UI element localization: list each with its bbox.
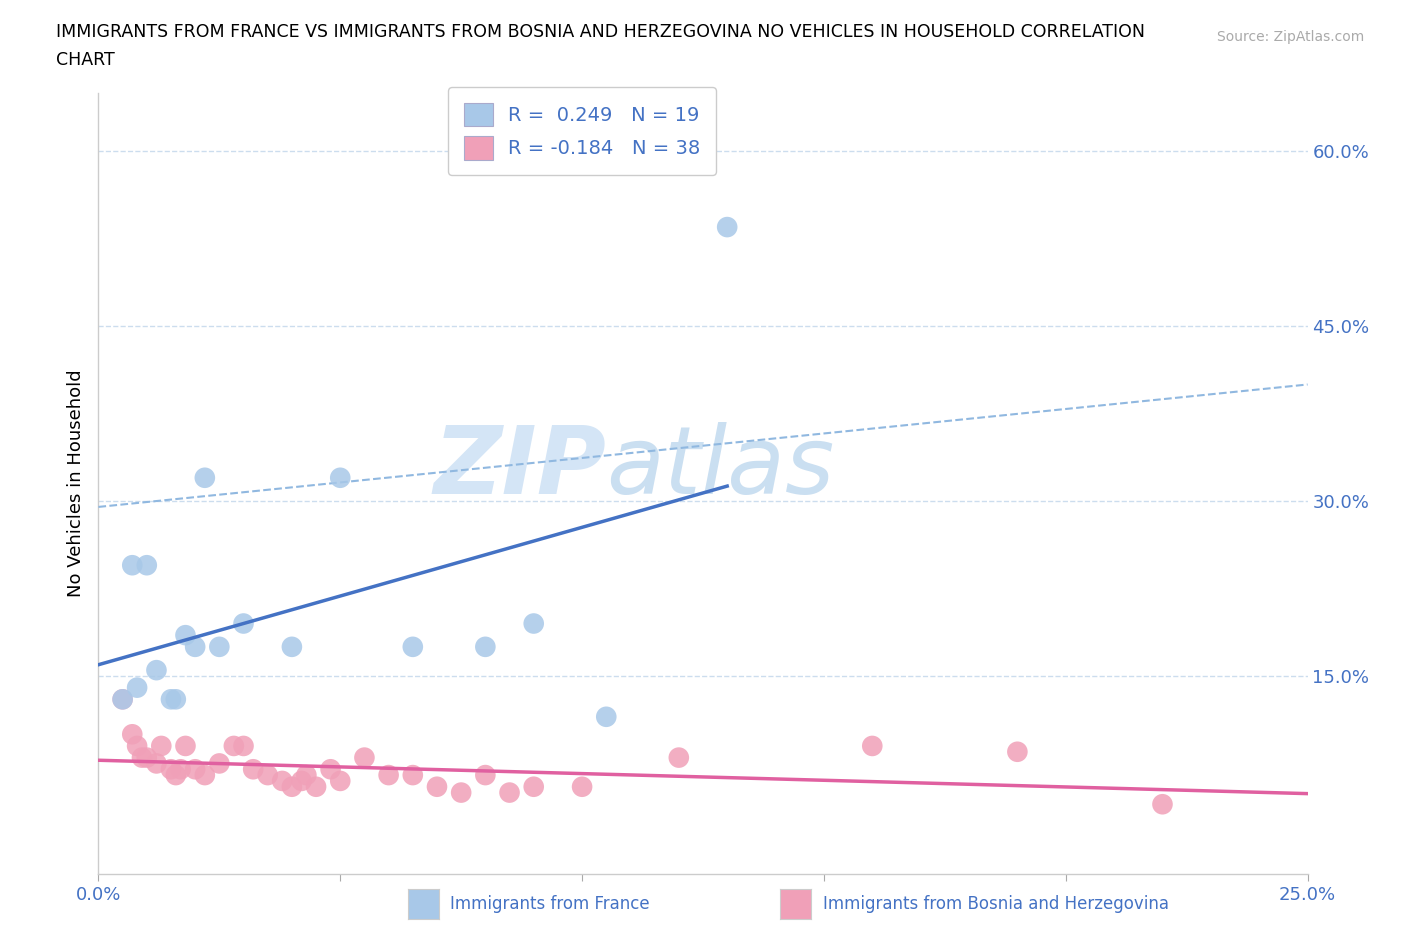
Point	[184, 762, 207, 777]
Text: ZIP: ZIP	[433, 422, 606, 514]
Point	[305, 779, 328, 794]
Point	[208, 640, 231, 655]
Point	[135, 751, 157, 765]
Point	[1007, 744, 1029, 759]
Point	[208, 756, 231, 771]
Point	[595, 710, 617, 724]
Point	[402, 767, 425, 782]
Point	[329, 774, 352, 789]
Text: CHART: CHART	[56, 51, 115, 69]
Point	[329, 471, 352, 485]
Point	[232, 616, 254, 631]
Point	[256, 767, 278, 782]
Point	[184, 640, 207, 655]
Point	[121, 727, 143, 742]
Point	[377, 767, 399, 782]
Y-axis label: No Vehicles in Household: No Vehicles in Household	[66, 370, 84, 597]
Point	[111, 692, 134, 707]
Point	[127, 680, 149, 695]
Point	[402, 640, 425, 655]
Point	[111, 692, 134, 707]
Point	[160, 692, 183, 707]
Point	[165, 692, 187, 707]
Point	[498, 785, 520, 800]
Point	[194, 767, 217, 782]
Point	[160, 762, 183, 777]
Text: Immigrants from Bosnia and Herzegovina: Immigrants from Bosnia and Herzegovina	[823, 895, 1168, 913]
Point	[194, 471, 217, 485]
Point	[353, 751, 375, 765]
Point	[174, 738, 197, 753]
Point	[668, 751, 690, 765]
Point	[232, 738, 254, 753]
Text: Immigrants from France: Immigrants from France	[450, 895, 650, 913]
Point	[242, 762, 264, 777]
Point	[121, 558, 143, 573]
Point	[450, 785, 472, 800]
Point	[222, 738, 245, 753]
Point	[290, 774, 312, 789]
Point	[426, 779, 449, 794]
Point	[135, 558, 157, 573]
Point	[281, 640, 304, 655]
Point	[174, 628, 197, 643]
Point	[523, 616, 546, 631]
Point	[131, 751, 153, 765]
Point	[145, 663, 167, 678]
Point	[150, 738, 173, 753]
Point	[1152, 797, 1174, 812]
Point	[523, 779, 546, 794]
Text: atlas: atlas	[606, 422, 835, 513]
Point	[165, 767, 187, 782]
Point	[319, 762, 342, 777]
Legend: R =  0.249   N = 19, R = -0.184   N = 38: R = 0.249 N = 19, R = -0.184 N = 38	[449, 87, 716, 176]
Point	[860, 738, 883, 753]
Point	[271, 774, 294, 789]
Point	[474, 767, 496, 782]
Point	[295, 767, 318, 782]
Point	[169, 762, 191, 777]
Text: IMMIGRANTS FROM FRANCE VS IMMIGRANTS FROM BOSNIA AND HERZEGOVINA NO VEHICLES IN : IMMIGRANTS FROM FRANCE VS IMMIGRANTS FRO…	[56, 23, 1146, 41]
Point	[474, 640, 496, 655]
Point	[716, 219, 738, 234]
Text: Source: ZipAtlas.com: Source: ZipAtlas.com	[1216, 30, 1364, 44]
Point	[145, 756, 167, 771]
Point	[281, 779, 304, 794]
Point	[571, 779, 593, 794]
Point	[127, 738, 149, 753]
